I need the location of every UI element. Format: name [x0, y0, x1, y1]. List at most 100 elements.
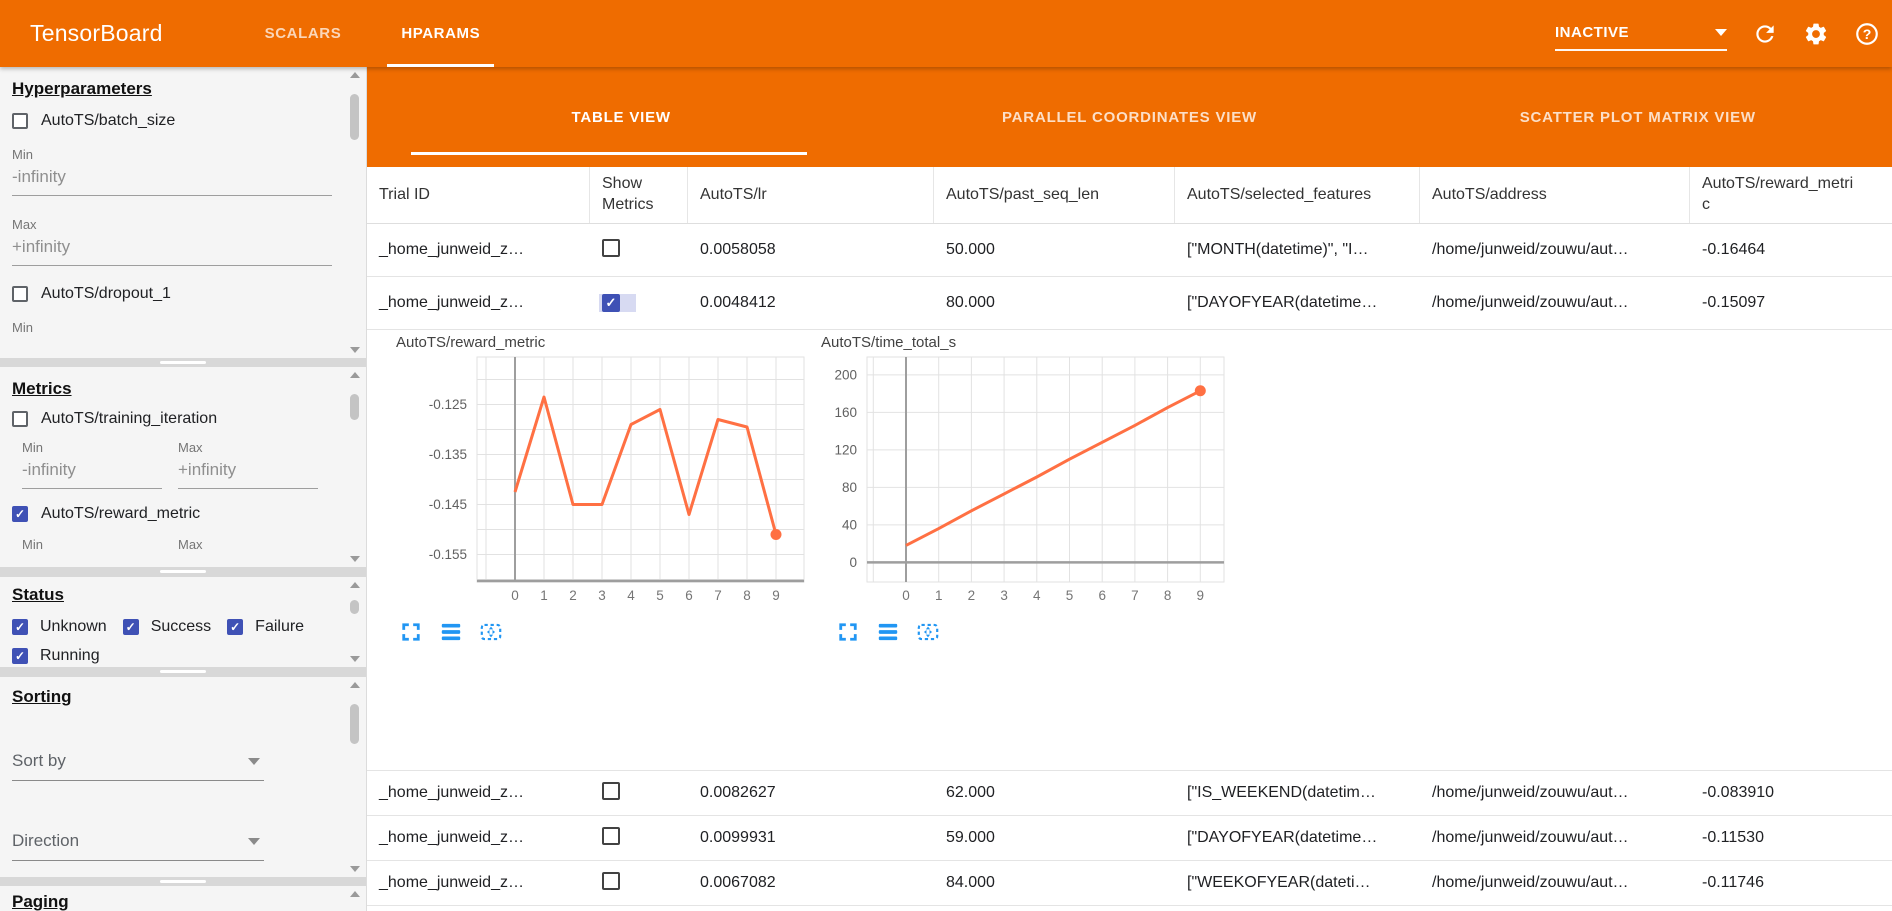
failure-label: Failure	[255, 618, 305, 635]
show-metrics-cell	[590, 871, 688, 895]
scroll-down-icon[interactable]	[350, 866, 360, 872]
run-status-value: INACTIVE	[1555, 24, 1630, 41]
show-metrics-checkbox[interactable]	[602, 781, 620, 800]
section-resize-handle[interactable]	[0, 877, 366, 886]
tab-scalars[interactable]: SCALARS	[264, 25, 342, 42]
fit-domain-icon[interactable]	[915, 619, 941, 645]
svg-text:3: 3	[1000, 588, 1008, 603]
table-row: _home_junweid_z… 0.0099931 59.000 ["DAYOFYE…	[367, 816, 1892, 861]
direction-select[interactable]: Direction	[12, 831, 264, 861]
selected-features-cell: ["WEEKOFYEAR(dateti…	[1187, 874, 1371, 891]
scroll-up-icon[interactable]	[350, 582, 360, 588]
min-input[interactable]: -infinity	[12, 162, 332, 196]
scroll-up-icon[interactable]	[350, 682, 360, 688]
column-header-lr[interactable]: AutoTS/lr	[688, 167, 934, 223]
trial-id-cell: _home_junweid_z…	[379, 829, 524, 846]
fit-domain-icon[interactable]	[478, 619, 504, 645]
scroll-down-icon[interactable]	[350, 347, 360, 353]
show-metrics-checkbox[interactable]: ✓	[602, 294, 620, 312]
tab-scatter-plot-matrix-view[interactable]: SCATTER PLOT MATRIX VIEW	[1519, 108, 1756, 126]
section-resize-handle[interactable]	[0, 358, 366, 367]
settings-gear-icon[interactable]	[1803, 21, 1829, 47]
show-metrics-checkbox[interactable]	[602, 238, 620, 257]
min-label: Min	[12, 320, 33, 335]
column-header-address[interactable]: AutoTS/address	[1420, 167, 1690, 223]
success-checkbox[interactable]: ✓	[122, 619, 139, 635]
unknown-label: Unknown	[40, 618, 107, 635]
column-header-reward-metric[interactable]: AutoTS/reward_metric	[1702, 175, 1854, 213]
scroll-thumb[interactable]	[350, 704, 359, 744]
max-input[interactable]: +infinity	[178, 455, 318, 489]
svg-text:-0.125: -0.125	[429, 397, 467, 412]
sort-by-select[interactable]: Sort by	[12, 751, 264, 781]
min-input[interactable]: -infinity	[22, 455, 162, 489]
metric-reward-row: ✓ AutoTS/reward_metric	[12, 505, 354, 523]
scroll-thumb[interactable]	[350, 600, 359, 614]
batch-size-checkbox[interactable]	[12, 113, 28, 129]
tab-hparams[interactable]: HPARAMS	[371, 0, 510, 67]
svg-text:200: 200	[834, 367, 857, 382]
view-data-icon[interactable]	[438, 619, 464, 645]
reward-metric-cell: -0.15097	[1702, 294, 1766, 311]
min-field: Min -infinity	[22, 440, 162, 489]
show-metrics-cell	[590, 781, 688, 805]
dropout-checkbox[interactable]	[12, 286, 28, 302]
max-label: Max	[178, 440, 203, 455]
address-cell: /home/junweid/zouwu/aut…	[1432, 241, 1629, 258]
help-icon[interactable]: ?	[1854, 21, 1880, 47]
section-scrollbar[interactable]	[349, 372, 362, 562]
column-header-trial-id[interactable]: Trial ID	[367, 167, 590, 223]
scroll-up-icon[interactable]	[350, 891, 360, 897]
time-total-line-chart[interactable]: 200 160 120 80 40 0 0 1 2 3 4 5 6 7 8 9	[821, 353, 1234, 609]
section-resize-handle[interactable]	[0, 567, 366, 577]
reward-metric-line-chart[interactable]: -0.125 -0.135 -0.145 -0.155 0 1 2 3 4 5 6 7 8 9	[384, 353, 814, 609]
column-header-show-metrics[interactable]: Show Metrics	[590, 167, 688, 223]
svg-text:9: 9	[1197, 588, 1205, 603]
section-scrollbar[interactable]	[349, 582, 362, 662]
failure-checkbox[interactable]: ✓	[227, 619, 244, 635]
scroll-up-icon[interactable]	[350, 372, 360, 378]
section-resize-handle[interactable]	[0, 667, 366, 677]
tab-table-view[interactable]: TABLE VIEW	[367, 67, 875, 167]
view-data-icon[interactable]	[875, 619, 901, 645]
maximize-icon[interactable]	[835, 619, 861, 645]
tab-parallel-coordinates-view[interactable]: PARALLEL COORDINATES VIEW	[1001, 108, 1257, 126]
svg-text:0: 0	[902, 588, 910, 603]
batch-size-max-field: Max +infinity	[12, 217, 354, 266]
section-scrollbar[interactable]	[349, 682, 362, 872]
scroll-up-icon[interactable]	[350, 72, 360, 78]
svg-text:2: 2	[569, 588, 577, 603]
scroll-down-icon[interactable]	[350, 656, 360, 662]
max-input[interactable]: +infinity	[12, 232, 332, 266]
min-field: Min	[22, 537, 162, 552]
trial-id-cell: _home_junweid_z…	[379, 784, 524, 801]
section-scrollbar[interactable]	[349, 891, 362, 906]
refresh-icon[interactable]	[1752, 21, 1778, 47]
selected-features-cell: ["IS_WEEKEND(datetim…	[1187, 784, 1376, 801]
running-checkbox[interactable]: ✓	[12, 648, 28, 664]
svg-text:7: 7	[714, 588, 722, 603]
show-metrics-checkbox[interactable]	[602, 871, 620, 890]
scroll-thumb[interactable]	[350, 394, 359, 420]
column-header-selected-features[interactable]: AutoTS/selected_features	[1175, 167, 1420, 223]
training-iteration-checkbox[interactable]	[12, 411, 28, 427]
max-label: Max	[12, 217, 37, 232]
maximize-icon[interactable]	[398, 619, 424, 645]
reward-metric-chart: AutoTS/reward_metric -0.125 -0.135 -0.145-…	[384, 333, 814, 645]
status-option-success: ✓ Success	[122, 618, 211, 636]
reward-metric-checkbox[interactable]: ✓	[12, 506, 28, 522]
training-iteration-label: AutoTS/training_iteration	[41, 410, 218, 427]
unknown-checkbox[interactable]: ✓	[12, 619, 28, 635]
time-total-chart: AutoTS/time_total_s 200 160 120 80 40 0 0 1 2 3 4 5…	[821, 333, 1234, 645]
scroll-thumb[interactable]	[350, 94, 359, 140]
chart-toolbar	[384, 619, 814, 645]
run-status-select[interactable]: INACTIVE	[1555, 24, 1727, 51]
column-header-past-seq-len[interactable]: AutoTS/past_seq_len	[934, 167, 1175, 223]
selected-features-cell: ["MONTH(datetime)", "I…	[1187, 241, 1369, 258]
chart-toolbar	[821, 619, 1234, 645]
lr-cell: 0.0099931	[700, 829, 776, 846]
svg-text:1: 1	[935, 588, 943, 603]
show-metrics-checkbox[interactable]	[602, 826, 620, 845]
section-scrollbar[interactable]	[349, 72, 362, 353]
scroll-down-icon[interactable]	[350, 556, 360, 562]
